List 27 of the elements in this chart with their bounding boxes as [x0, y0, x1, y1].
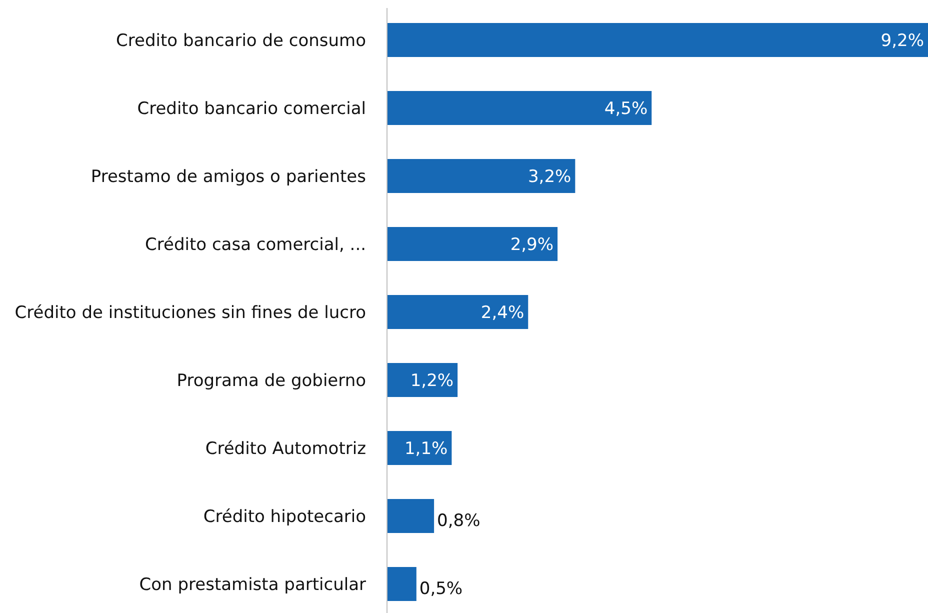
data-label: 1,1%	[404, 438, 448, 459]
y-tick-label: Crédito de instituciones sin fines de lucro	[14, 302, 366, 323]
data-label: 1,2%	[410, 370, 454, 391]
bar	[387, 499, 434, 533]
data-label: 0,5%	[419, 578, 463, 599]
y-tick-label: Credito bancario de consumo	[116, 30, 366, 51]
data-label: 9,2%	[880, 30, 924, 51]
bar	[387, 227, 558, 261]
bar	[387, 295, 528, 329]
data-label: 4,5%	[604, 98, 648, 119]
y-tick-label: Con prestamista particular	[139, 574, 366, 595]
data-label: 2,4%	[480, 302, 524, 323]
bar	[387, 431, 452, 465]
data-label: 0,8%	[437, 510, 480, 531]
bar	[387, 23, 928, 57]
y-tick-label: Crédito Automotriz	[205, 438, 366, 459]
y-tick-label: Prestamo de amigos o parientes	[90, 166, 366, 187]
bar	[387, 567, 416, 601]
data-label: 2,9%	[510, 234, 554, 255]
bar	[387, 363, 458, 397]
y-tick-label: Crédito hipotecario	[203, 506, 366, 527]
y-tick-label: Programa de gobierno	[176, 370, 366, 391]
y-tick-label: Credito bancario comercial	[137, 98, 366, 119]
data-label: 3,2%	[528, 166, 572, 187]
y-tick-label: Crédito casa comercial, ...	[145, 234, 366, 255]
bar	[387, 91, 652, 125]
bar	[387, 159, 576, 193]
